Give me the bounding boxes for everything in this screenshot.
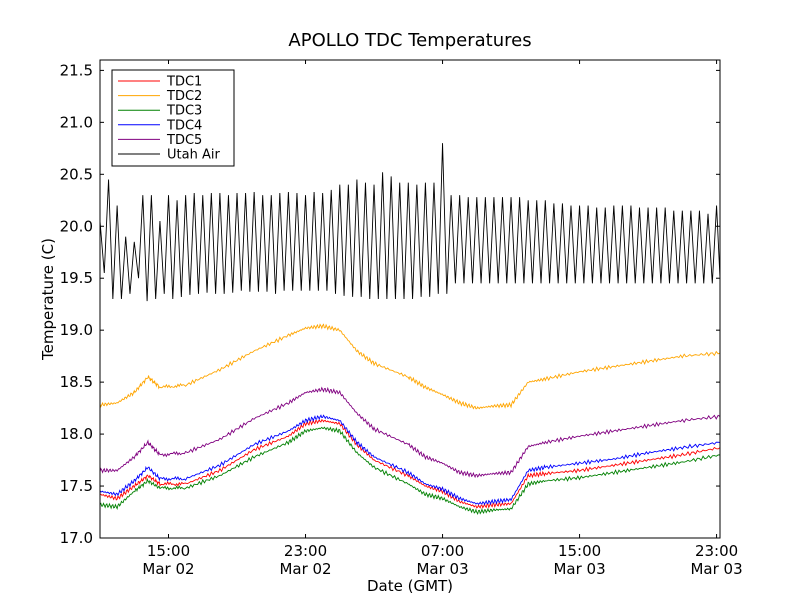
legend-label-utah-air: Utah Air [167,148,220,163]
y-tick-label: 20.5 [60,165,93,183]
legend-label-tdc3: TDC3 [166,104,202,119]
y-tick-label: 18.5 [60,373,93,391]
y-axis-label: Temperature (C) [39,238,57,361]
x-tick-label-time: 23:00 [695,542,738,560]
x-tick-label-date: Mar 03 [690,560,742,578]
y-tick-label: 19.5 [60,269,93,287]
legend-box [111,69,235,167]
plot-frame [99,59,721,539]
series-layer [100,143,720,516]
legend-label-tdc1: TDC1 [166,75,202,90]
x-tick-label-time: 15:00 [147,542,190,560]
y-tick-label: 20.0 [60,217,93,235]
series-line-tdc4 [100,414,720,506]
y-tick-label: 21.5 [60,61,93,79]
ticks-layer: 17.0 17.5 18.0 18.5 19.0 19.5 20.0 20.5 21.0 21.5… [60,60,743,578]
x-tick-label-date: Mar 02 [279,560,331,578]
x-tick-label-date: Mar 03 [416,560,468,578]
legend-label-tdc5: TDC5 [166,133,202,148]
chart-title: APOLLO TDC Temperatures [288,30,531,51]
x-tick-label-time: 23:00 [284,542,327,560]
x-tick-label-date: Mar 02 [142,560,194,578]
x-tick-label-time: 07:00 [421,542,464,560]
y-tick-label: 17.5 [60,477,93,495]
x-axis-label: Date (GMT) [367,577,453,595]
y-tick-label: 17.0 [60,529,93,547]
legend-label-tdc2: TDC2 [166,89,202,104]
y-tick-label: 19.0 [60,321,93,339]
series-line-utah-air [100,143,720,302]
x-tick-label-date: Mar 03 [553,560,605,578]
y-tick-label: 21.0 [60,113,93,131]
series-line-tdc3 [100,426,720,516]
y-tick-label: 18.0 [60,425,93,443]
series-line-tdc5 [100,386,720,479]
legend-label-tdc4: TDC4 [166,118,202,133]
x-tick-label-time: 15:00 [558,542,601,560]
series-line-tdc2 [100,323,720,410]
